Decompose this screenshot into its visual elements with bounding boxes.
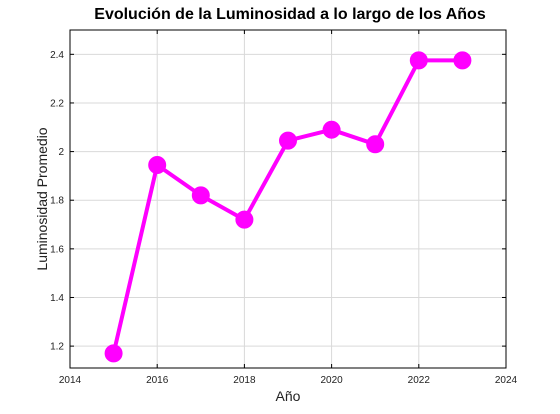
axis-ticks: 2014 2016 2018 2020 2022 2024 1.2 1.4 1.6 1.8 2 2.2… (50, 30, 518, 386)
grid (69, 30, 507, 368)
chart-title: Evolución de la Luminosidad a lo largo d… (94, 6, 486, 23)
data-point (279, 131, 297, 150)
data-point (191, 186, 210, 205)
x-tick-label: 2024 (495, 375, 518, 386)
plot-frame (69, 29, 507, 369)
y-tick-label: 2.4 (50, 50, 64, 61)
data-point (104, 344, 123, 363)
x-tick-label: 2022 (408, 375, 431, 386)
data-point (409, 51, 428, 70)
y-tick-label: 1.2 (50, 342, 64, 353)
y-axis-label: Luminosidad Promedio (34, 127, 50, 270)
x-tick-label: 2016 (146, 375, 169, 386)
y-tick-label: 2.2 (50, 98, 64, 109)
data-point (366, 135, 385, 154)
x-tick-label: 2014 (59, 375, 82, 386)
data-point (235, 210, 254, 229)
series-line (111, 58, 463, 354)
y-tick-label: 1.4 (50, 293, 64, 304)
data-point (148, 155, 167, 174)
x-tick-label: 2020 (320, 375, 343, 386)
y-tick-label: 2 (58, 147, 64, 158)
x-axis-label: Año (276, 388, 301, 404)
x-tick-label: 2018 (233, 375, 256, 386)
y-tick-label: 1.8 (50, 196, 64, 207)
data-point (453, 51, 472, 70)
data-point (322, 120, 341, 139)
series-group (104, 51, 472, 363)
y-tick-label: 1.6 (50, 244, 64, 255)
